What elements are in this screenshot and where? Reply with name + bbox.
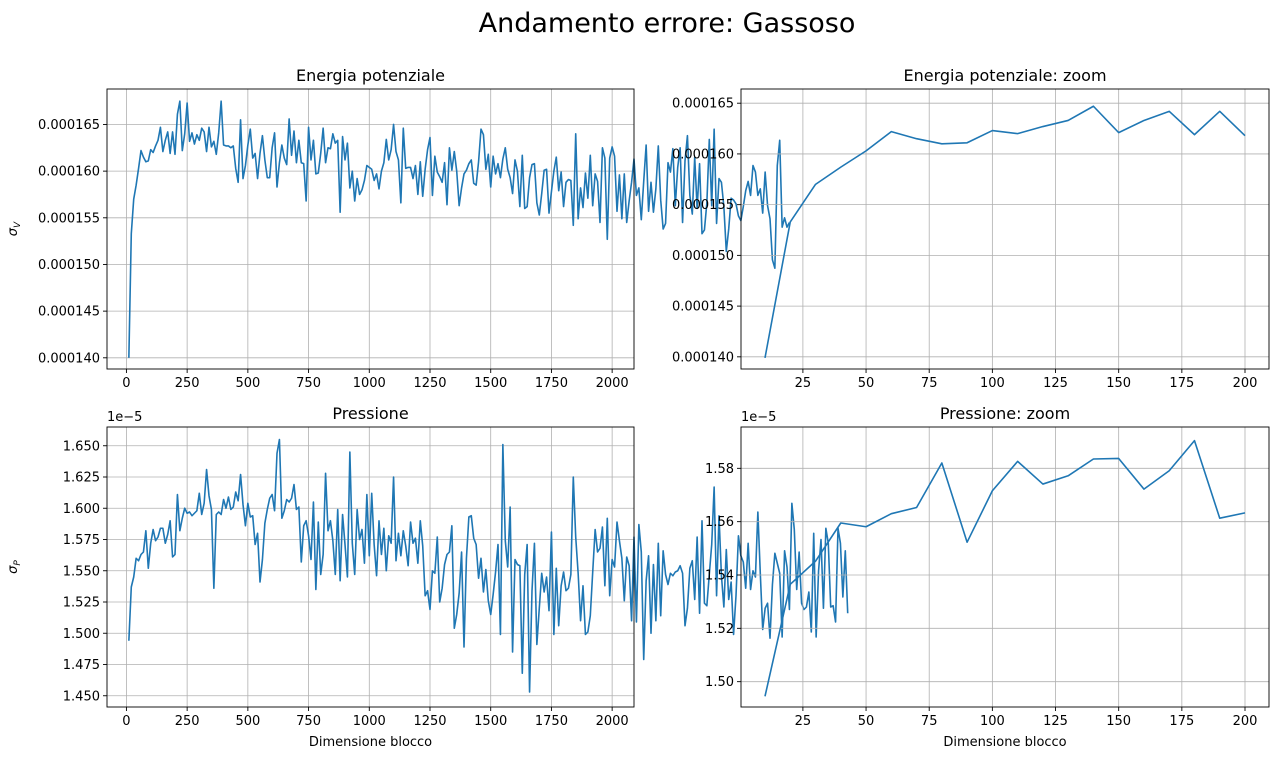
y-axis-label: σP (6, 560, 23, 574)
x-tick-label: 1000 (353, 376, 386, 391)
y-tick-label: 1.550 (63, 564, 100, 579)
y-tick-label: 1.54 (705, 569, 734, 584)
x-tick-label: 500 (235, 376, 260, 391)
x-tick-label: 200 (1233, 714, 1258, 729)
axes-frame (106, 426, 635, 708)
y-offset-label: 1e−5 (107, 410, 142, 425)
y-tick-label: 0.000165 (38, 118, 100, 133)
y-tick-label: 1.58 (705, 462, 734, 477)
y-tick-label: 0.000160 (38, 165, 100, 180)
y-offset-label: 1e−5 (741, 410, 776, 425)
y-tick-label: 0.000150 (38, 258, 100, 273)
y-tick-label: 0.000140 (672, 350, 734, 365)
y-tick-label: 1.475 (63, 658, 100, 673)
x-tick-label: 2000 (596, 714, 629, 729)
y-tick-label: 1.56 (705, 515, 734, 530)
y-tick-label: 1.575 (63, 533, 100, 548)
subplot-energia-potenziale: 0 250 500 750 1000 1250 1500 1750 2000 0.000140 0.… (6, 66, 791, 391)
x-tick-label: 2000 (596, 376, 629, 391)
subplot-pressione: 0 250 500 750 1000 1250 1500 1750 2000 1.450 1.475… (6, 404, 849, 750)
x-tick-label: 100 (980, 376, 1005, 391)
x-tick-label: 500 (235, 714, 260, 729)
x-tick-label: 125 (1043, 714, 1068, 729)
y-tick-label: 0.000145 (672, 300, 734, 315)
subplot-title: Pressione (332, 404, 408, 423)
x-tick-label: 250 (175, 714, 200, 729)
x-tick-label: 1750 (535, 376, 568, 391)
x-tick-label: 750 (296, 714, 321, 729)
x-tick-label: 750 (296, 376, 321, 391)
x-tick-label: 1250 (413, 714, 446, 729)
y-tick-label: 0.000150 (672, 249, 734, 264)
x-tick-label: 50 (858, 714, 875, 729)
x-tick-label: 1750 (535, 714, 568, 729)
figure-title: Andamento errore: Gassoso (479, 8, 856, 39)
y-tick-label: 0.000155 (672, 198, 734, 213)
subplot-pressione-zoom: 25 50 75 100 125 150 175 200 1.50 1.52 1.54 1.56 1.5… (705, 404, 1270, 750)
x-tick-label: 150 (1106, 714, 1131, 729)
x-tick-label: 0 (122, 714, 130, 729)
axes-frame (740, 88, 1270, 370)
series-line (764, 439, 1246, 697)
x-tick-label: 100 (980, 714, 1005, 729)
y-tick-label: 1.525 (63, 596, 100, 611)
y-tick-label: 1.650 (63, 439, 100, 454)
y-tick-label: 1.500 (63, 627, 100, 642)
x-tick-label: 125 (1043, 376, 1068, 391)
y-tick-label: 0.000140 (38, 351, 100, 366)
x-tick-label: 1500 (474, 376, 507, 391)
y-tick-label: 0.000160 (672, 147, 734, 162)
subplot-title: Energia potenziale: zoom (903, 66, 1106, 85)
x-tick-label: 250 (175, 376, 200, 391)
subplot-title: Energia potenziale (296, 66, 445, 85)
y-tick-label: 1.450 (63, 689, 100, 704)
x-tick-label: 25 (795, 376, 812, 391)
subplot-energia-potenziale-zoom: 25 50 75 100 125 150 175 200 0.000140 0.000145 0.0… (672, 66, 1270, 391)
subplot-title: Pressione: zoom (940, 404, 1070, 423)
y-tick-label: 1.600 (63, 502, 100, 517)
y-tick-label: 1.50 (705, 675, 734, 690)
y-tick-label: 1.52 (705, 622, 734, 637)
x-tick-label: 175 (1169, 376, 1194, 391)
axes-frame (740, 426, 1270, 708)
series-line (128, 100, 791, 358)
x-tick-label: 150 (1106, 376, 1131, 391)
axes-frame (106, 88, 635, 370)
x-tick-label: 1250 (413, 376, 446, 391)
x-tick-label: 175 (1169, 714, 1194, 729)
x-tick-label: 25 (795, 714, 812, 729)
y-axis-label: σV (6, 221, 23, 236)
y-tick-label: 0.000145 (38, 305, 100, 320)
x-tick-label: 200 (1233, 376, 1258, 391)
x-tick-label: 0 (122, 376, 130, 391)
y-tick-label: 1.625 (63, 471, 100, 486)
x-tick-label: 75 (921, 714, 938, 729)
x-axis-label: Dimensione blocco (309, 735, 432, 750)
x-tick-label: 50 (858, 376, 875, 391)
x-axis-label: Dimensione blocco (943, 735, 1066, 750)
x-tick-label: 75 (921, 376, 938, 391)
x-tick-label: 1000 (353, 714, 386, 729)
series-line (128, 438, 849, 693)
y-tick-label: 0.000165 (672, 97, 734, 112)
y-tick-label: 0.000155 (38, 211, 100, 226)
series-line (764, 105, 1246, 358)
x-tick-label: 1500 (474, 714, 507, 729)
